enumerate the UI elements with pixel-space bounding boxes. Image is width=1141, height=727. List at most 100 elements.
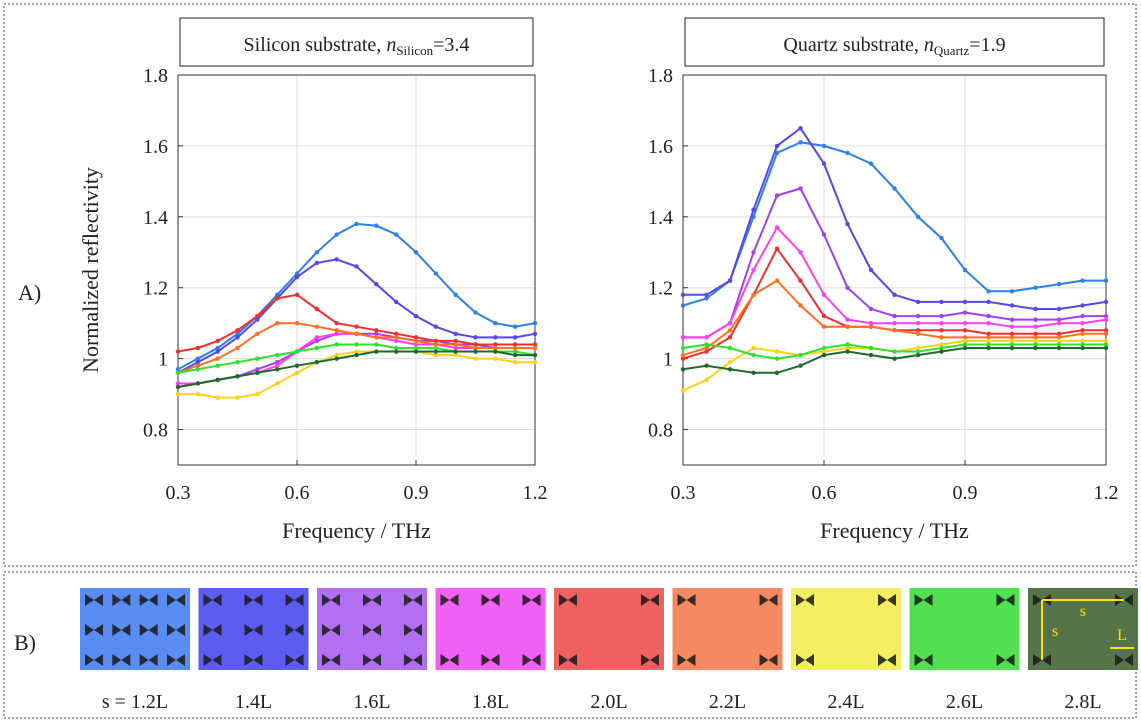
spacing-label: 2.0L	[590, 691, 627, 713]
data-point	[1103, 317, 1109, 322]
spacing-label: s = 1.2L	[102, 691, 168, 713]
spacing-label: 2.2L	[709, 691, 746, 713]
data-point	[493, 356, 498, 361]
data-point	[1103, 299, 1109, 305]
y-tick-label: 1.2	[648, 278, 673, 300]
data-point	[532, 359, 538, 365]
data-point	[195, 359, 201, 365]
data-point	[704, 342, 709, 347]
data-point	[195, 356, 201, 361]
bowtie	[112, 654, 131, 666]
data-point	[393, 299, 399, 305]
data-point	[704, 345, 709, 351]
data-point	[821, 232, 827, 237]
data-point	[195, 391, 201, 397]
bowtie	[139, 594, 158, 606]
bowtie	[167, 654, 185, 666]
data-point	[393, 345, 399, 351]
x-tick-label: 0.9	[953, 482, 978, 504]
data-point	[704, 377, 709, 383]
data-point	[532, 320, 538, 326]
data-point	[314, 260, 320, 266]
data-point	[413, 313, 419, 319]
data-point	[532, 345, 538, 351]
data-point	[274, 352, 280, 358]
data-point	[255, 356, 260, 361]
bowtie	[522, 654, 541, 666]
bowtie	[112, 594, 131, 606]
panel-b-label: B)	[14, 630, 36, 655]
spacing-label: 2.6L	[946, 691, 983, 713]
data-point	[1080, 331, 1085, 337]
bowtie	[85, 624, 103, 636]
data-point	[493, 320, 498, 326]
data-point	[274, 381, 280, 386]
data-point	[1056, 320, 1062, 326]
spacing-label: 1.6L	[353, 691, 390, 713]
data-point	[334, 352, 339, 358]
y-tick-label: 1.8	[143, 65, 168, 87]
data-point	[235, 335, 240, 340]
data-point	[962, 299, 968, 305]
data-point	[1103, 331, 1109, 337]
y-tick-label: 1.8	[648, 65, 673, 87]
data-point	[986, 335, 991, 340]
data-point	[195, 381, 201, 386]
data-point	[986, 338, 991, 344]
data-point	[354, 324, 359, 329]
data-point	[845, 221, 850, 227]
data-point	[751, 352, 756, 358]
data-point	[1009, 324, 1015, 329]
data-point	[868, 320, 874, 326]
bowtie	[167, 624, 185, 636]
data-point	[821, 324, 827, 329]
bowtie	[285, 654, 304, 666]
data-point	[1033, 338, 1038, 344]
data-point	[532, 352, 538, 358]
data-point	[939, 235, 944, 241]
data-point	[798, 303, 803, 308]
data-point	[845, 324, 850, 329]
data-point	[962, 345, 968, 351]
data-point	[433, 345, 439, 351]
data-point	[751, 267, 756, 273]
data-point	[1056, 331, 1062, 337]
y-tick-label: 0.8	[648, 420, 673, 442]
data-point	[1103, 342, 1109, 347]
data-point	[1103, 338, 1109, 344]
data-point	[774, 193, 780, 198]
bowtie	[203, 624, 222, 636]
data-point	[798, 363, 803, 368]
data-point	[704, 292, 709, 298]
data-point	[1033, 342, 1038, 347]
x-axis-label: Frequency / THz	[820, 518, 969, 543]
data-point	[915, 299, 921, 305]
x-tick-label: 0.6	[812, 482, 837, 504]
data-point	[393, 335, 399, 340]
data-point	[175, 370, 181, 376]
data-point	[215, 395, 220, 400]
data-point	[532, 331, 538, 337]
data-point	[727, 345, 733, 351]
data-point	[774, 143, 780, 149]
data-point	[274, 367, 280, 372]
data-point	[892, 328, 897, 333]
bowtie	[244, 654, 263, 666]
bowtie	[481, 594, 500, 606]
bowtie	[363, 594, 381, 606]
x-axis-label: Frequency / THz	[282, 518, 431, 543]
plot-frame	[177, 74, 536, 466]
data-point	[680, 345, 686, 351]
data-point	[493, 345, 498, 351]
data-point	[939, 313, 944, 319]
title-text: Quartz substrate,	[783, 34, 924, 56]
data-point	[915, 345, 921, 351]
data-point	[751, 207, 756, 212]
data-point	[962, 335, 968, 340]
data-point	[939, 299, 944, 305]
bowtie	[641, 594, 659, 606]
data-point	[798, 140, 803, 145]
data-point	[512, 359, 518, 365]
bowtie	[759, 654, 778, 666]
bowtie	[404, 624, 422, 636]
